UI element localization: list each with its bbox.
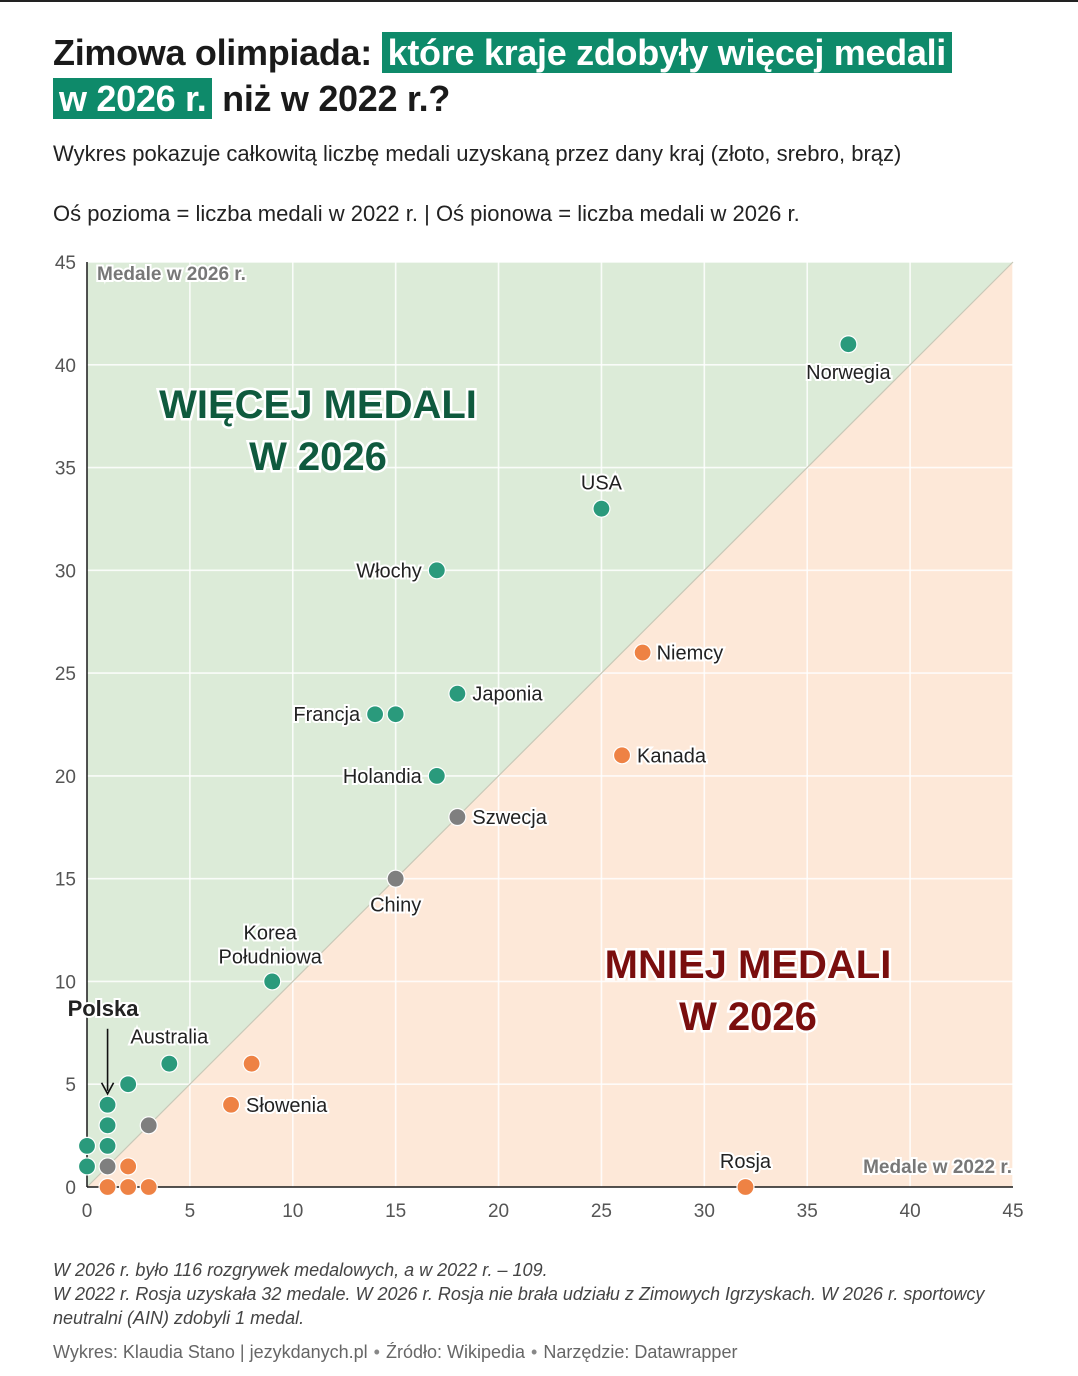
y-tick-label: 10 [55,972,76,993]
credit-separator: • [531,1342,538,1362]
data-point [221,1095,241,1114]
point-label: Chiny [370,895,421,917]
data-point [77,1157,97,1176]
point-label: Niemcy [657,643,724,665]
footer-note-2: W 2022 r. Rosja uzyskała 32 medale. W 20… [53,1284,985,1328]
credit-separator: • [373,1342,380,1362]
data-point [386,869,405,888]
fewer-medals-label: W 2026 [679,995,817,1039]
point-label: Norwegia [806,362,891,384]
point-label: Włochy [356,560,422,582]
chart-subtitle: Wykres pokazuje całkowitą liczbę medali … [53,141,902,166]
x-tick-label: 0 [82,1201,93,1222]
footer-note-1: W 2026 r. było 116 rozgrywek medalowych,… [53,1260,548,1280]
y-tick-label: 15 [55,870,76,891]
point-label: Korea [244,922,298,944]
y-tick-label: 40 [55,356,76,377]
more-medals-label: W 2026 [249,435,387,479]
axis-note: Oś pozioma = liczba medali w 2022 r. | O… [53,201,800,226]
y-tick-label: 30 [55,561,76,582]
data-point [263,972,282,991]
x-axis-title: Medale w 2022 r. [863,1157,1012,1178]
data-point [98,1095,117,1114]
x-tick-label: 35 [797,1201,818,1222]
credit-tool: Narzędzie: Datawrapper [543,1342,738,1362]
x-tick-label: 15 [385,1201,406,1222]
y-axis-title: Medale w 2026 r. [97,264,246,285]
equal-line [86,261,1014,1188]
title-part2: niż w 2022 r.? [222,78,451,119]
data-point [119,1177,138,1197]
data-point [119,1075,138,1094]
point-label: Kanada [637,745,707,767]
point-label: Szwecja [472,807,547,829]
x-tick-label: 25 [591,1201,612,1222]
data-point [386,705,405,724]
credit-source: Źródło: Wikipedia [385,1342,526,1362]
data-point [839,335,858,354]
data-point [448,684,467,703]
credit-author: Wykres: Klaudia Stano | jezykdanych.pl [53,1342,368,1362]
data-point [98,1136,117,1155]
data-point [98,1116,117,1135]
y-tick-label: 45 [55,253,76,274]
data-point [427,561,446,580]
x-tick-label: 45 [1002,1201,1023,1222]
data-point [365,705,385,724]
highlight-label: Polska [68,996,140,1021]
data-point [77,1136,97,1155]
x-tick-label: 30 [694,1201,715,1222]
point-label: Holandia [343,766,423,788]
y-tick-label: 25 [55,664,76,685]
x-tick-label: 20 [488,1201,509,1222]
y-tick-label: 35 [55,459,76,480]
point-label: Francja [293,704,361,726]
point-label: Japonia [472,684,543,706]
data-point [448,807,467,827]
data-point [98,1157,117,1176]
data-point [119,1157,138,1176]
data-point [160,1054,179,1073]
point-label: Słowenia [246,1095,328,1117]
data-point [592,499,611,518]
data-point [139,1177,158,1197]
point-label: Rosja [720,1151,772,1173]
scatter-chart: Medale w 2026 r. Medale w 2022 r. 0 5 10 15 2… [55,253,1024,1222]
point-label: Południowa [218,946,322,968]
fewer-medals-label: MNIEJ MEDALI [605,943,892,987]
y-tick-label: 20 [55,767,76,788]
highlight-arrow-head [100,1082,115,1096]
title-part1: Zimowa olimpiada: [53,32,372,73]
title-highlight-2: w 2026 r. [53,78,213,119]
chart-credit: Wykres: Klaudia Stano | jezykdanych.pl • Ź… [53,1342,737,1363]
x-tick-label: 10 [282,1201,303,1222]
more-medals-label: WIĘCEJ MEDALI [159,383,477,427]
data-point [427,766,446,785]
y-tick-label: 0 [65,1178,76,1199]
data-point [242,1054,261,1073]
y-tick-label: 5 [65,1075,76,1096]
point-label: USA [581,473,623,495]
data-point [633,643,652,662]
point-label: Australia [130,1027,209,1049]
x-tick-label: 5 [185,1201,196,1222]
data-point [612,746,632,765]
title-highlight-1: które kraje zdobyły więcej medali [381,32,952,73]
data-point [736,1177,755,1197]
x-tick-label: 40 [900,1201,921,1222]
chart-footer: W 2026 r. było 116 rozgrywek medalowych,… [53,1258,1043,1330]
data-point [139,1116,158,1135]
top-rule [0,0,1078,2]
chart-title: Zimowa olimpiada: które kraje zdobyły wi… [53,30,1053,122]
data-point [98,1177,117,1197]
